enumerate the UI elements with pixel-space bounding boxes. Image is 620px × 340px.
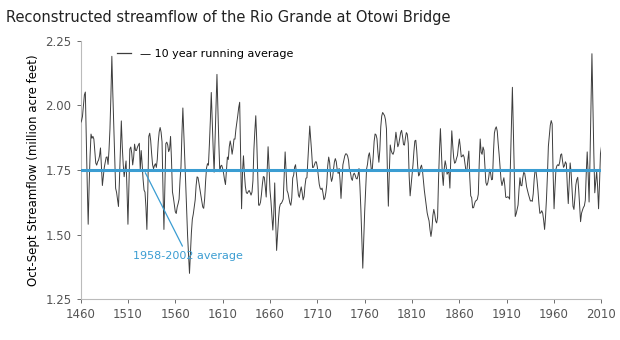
Y-axis label: Oct-Sept Streamflow (million acre feet): Oct-Sept Streamflow (million acre feet) (27, 54, 40, 286)
Text: Reconstructed streamflow of the Rio Grande at Otowi Bridge: Reconstructed streamflow of the Rio Gran… (6, 10, 451, 25)
Legend: — 10 year running average: — 10 year running average (117, 49, 293, 59)
Text: 1958-2002 average: 1958-2002 average (133, 173, 242, 261)
